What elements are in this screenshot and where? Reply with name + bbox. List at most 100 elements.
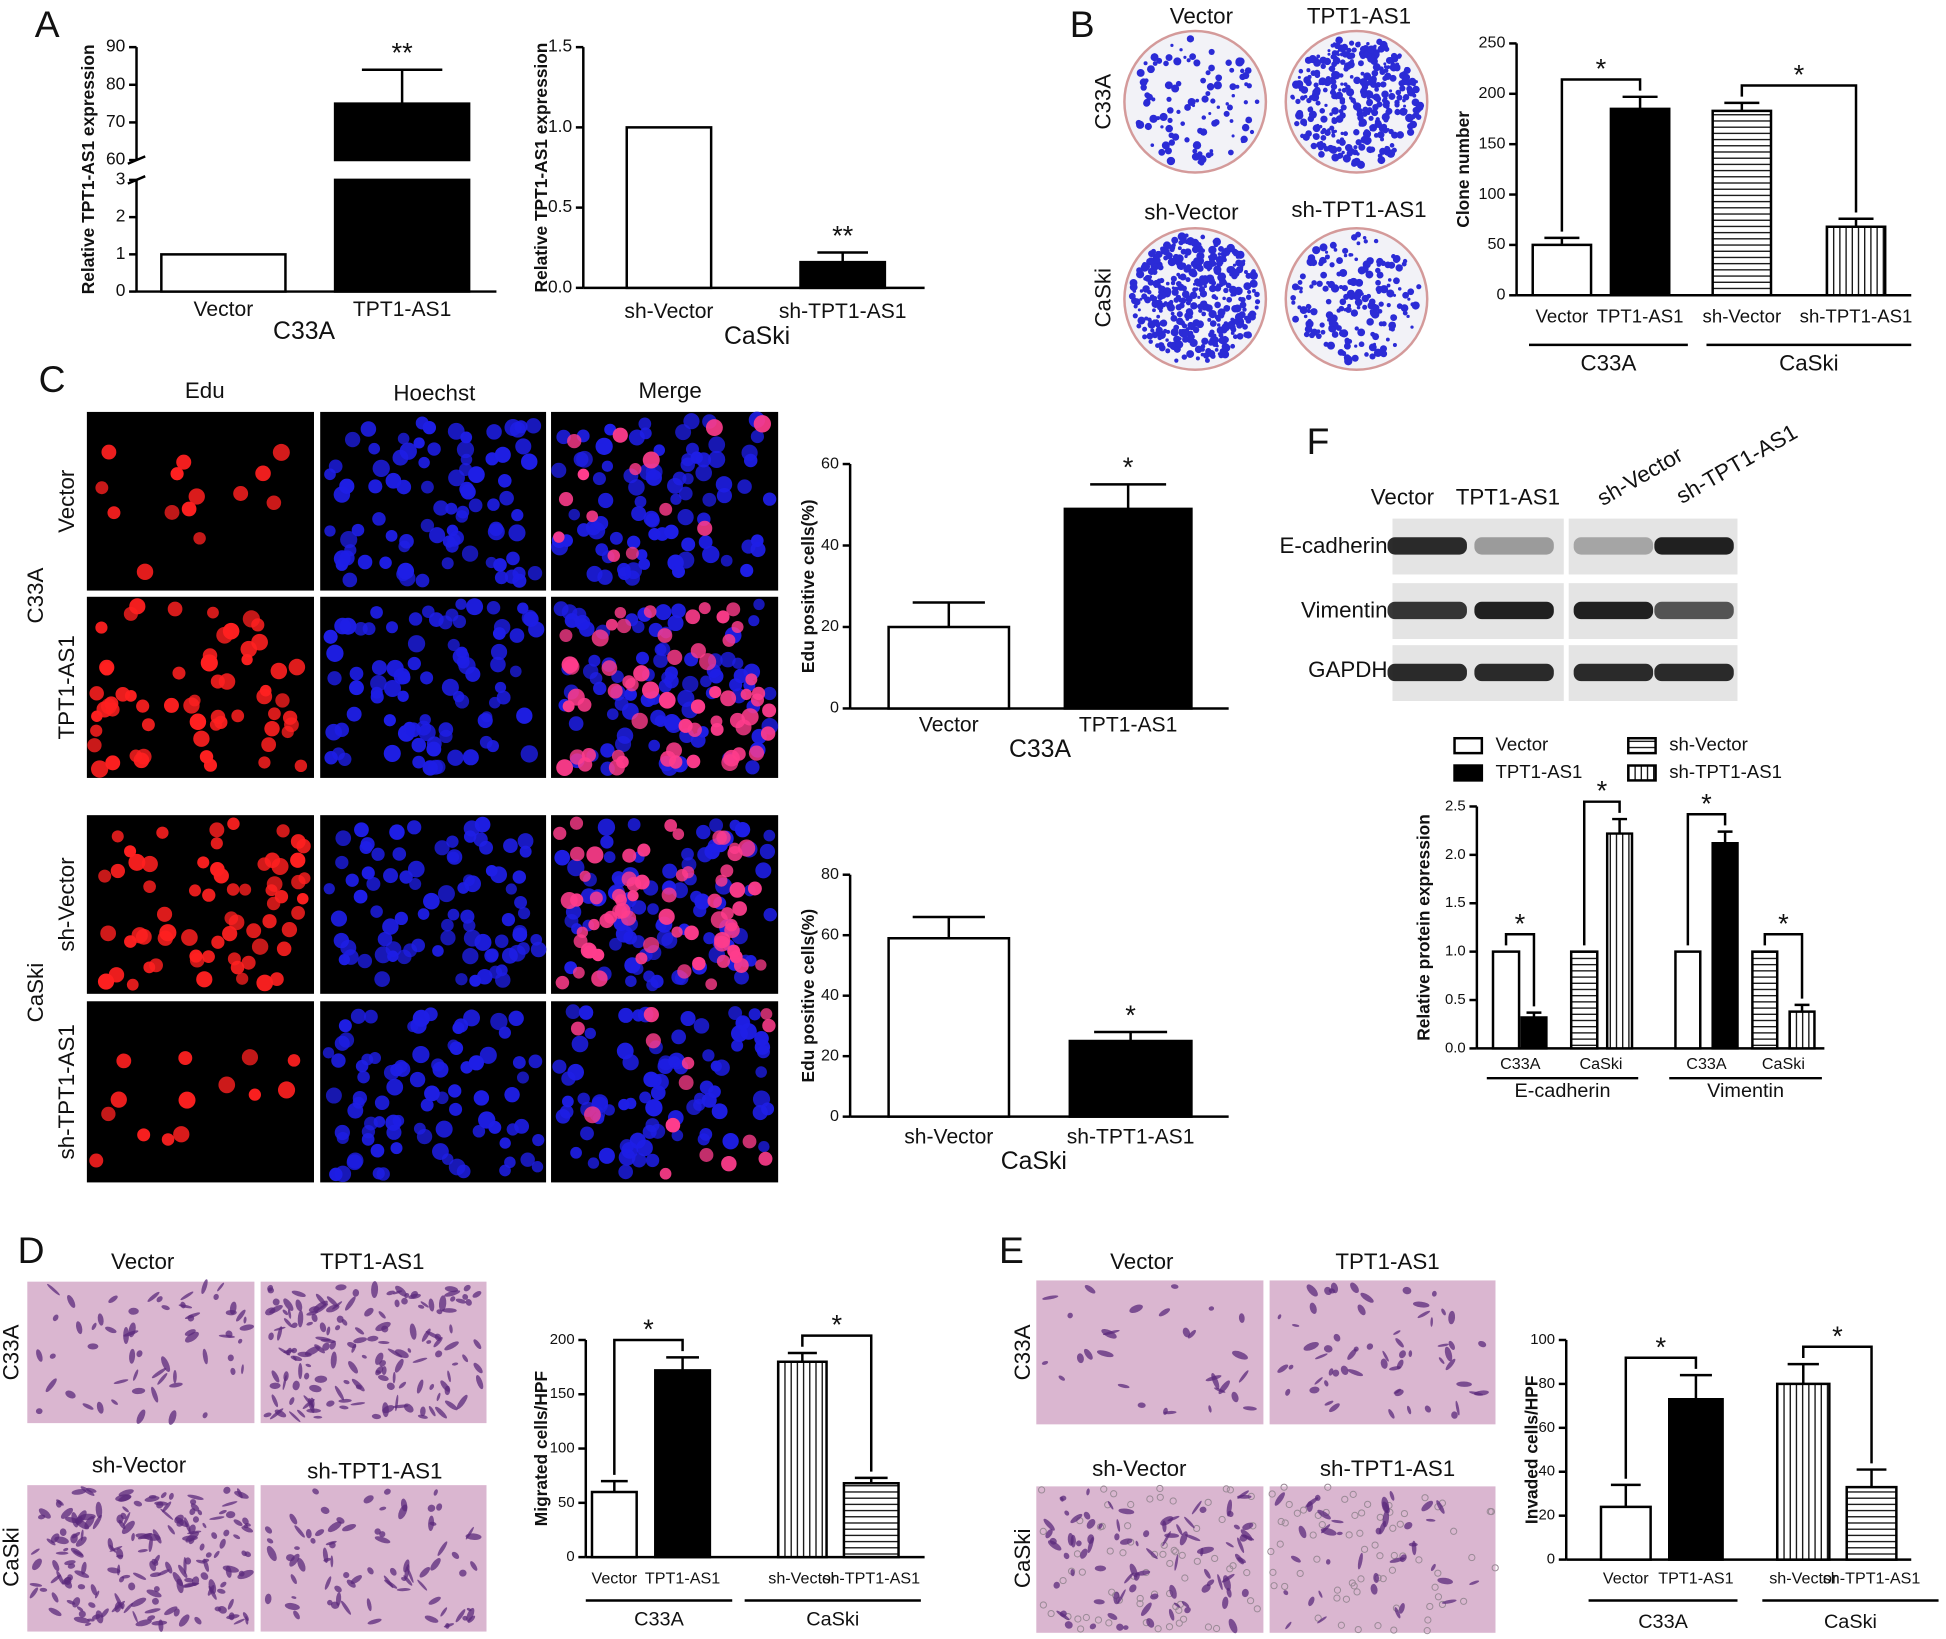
colony [1144, 78, 1149, 83]
cell [1448, 1340, 1455, 1350]
nucleus [625, 546, 639, 560]
colony [1305, 79, 1312, 87]
cell [1120, 1538, 1133, 1545]
nucleus [616, 727, 634, 744]
nucleus [383, 680, 402, 698]
pore [1059, 1576, 1067, 1585]
image-label: sh-Vector [54, 857, 79, 952]
bar [887, 625, 1011, 710]
nucleus [658, 679, 673, 693]
nucleus [415, 416, 429, 430]
pore [1175, 1619, 1183, 1627]
cell [295, 1299, 303, 1312]
nucleus [129, 598, 146, 615]
colony [1323, 57, 1332, 66]
cell [1174, 1554, 1179, 1571]
colony [1155, 326, 1163, 334]
nucleus [335, 855, 349, 870]
nucleus [512, 870, 527, 884]
nucleus [683, 413, 700, 430]
nucleus [515, 438, 532, 455]
pore [1268, 1490, 1276, 1498]
cell [1317, 1616, 1327, 1624]
cell [1366, 1343, 1374, 1350]
pore [1077, 1625, 1085, 1633]
colony [1402, 291, 1410, 299]
nucleus [189, 713, 207, 731]
colony [1317, 144, 1324, 151]
pore [1074, 1615, 1082, 1623]
colony [1241, 123, 1250, 132]
colony [1340, 59, 1346, 65]
nucleus [376, 1167, 390, 1181]
nucleus [633, 665, 650, 682]
nucleus [659, 1167, 672, 1180]
cell [1291, 1324, 1300, 1327]
cell [382, 1402, 389, 1418]
nucleus [621, 871, 637, 887]
pore [1374, 1622, 1382, 1630]
nucleus [747, 881, 762, 896]
colony [1232, 249, 1240, 257]
cell [1231, 1391, 1239, 1403]
nucleus [727, 845, 743, 862]
cell [200, 1572, 209, 1580]
x-tick-label: sh-TPT1-AS1 [1823, 1570, 1921, 1588]
cell [322, 1547, 329, 1564]
nucleus [242, 610, 260, 628]
nucleus [287, 1054, 301, 1067]
image-label: sh-TPT1-AS1 [1320, 1456, 1455, 1481]
nucleus [159, 924, 177, 942]
significance: * [1596, 53, 1607, 84]
cell [1399, 1603, 1405, 1614]
colony [1339, 298, 1347, 306]
colony [1338, 88, 1342, 92]
nucleus [390, 1142, 403, 1155]
nucleus [565, 1004, 581, 1020]
cell [165, 1561, 173, 1574]
nucleus [296, 838, 311, 854]
cell [46, 1538, 56, 1546]
nucleus [519, 845, 532, 858]
nucleus [361, 866, 375, 880]
colony [1377, 308, 1383, 314]
colony [1292, 80, 1301, 89]
image-label: Vector [1170, 3, 1234, 28]
cell [1228, 1618, 1238, 1634]
nucleus [600, 743, 615, 758]
cell [291, 1322, 298, 1329]
nucleus [110, 863, 125, 879]
pore [1281, 1582, 1289, 1591]
nucleus [658, 1055, 674, 1071]
bar [887, 936, 1011, 1118]
pore [1243, 1569, 1251, 1577]
colony [1186, 58, 1191, 63]
cell [306, 1321, 313, 1326]
nucleus [501, 912, 516, 927]
nucleus [420, 518, 435, 533]
nucleus [625, 975, 637, 987]
cell [1060, 1610, 1067, 1617]
y-tick-label: 150 [550, 1386, 575, 1402]
cell [420, 1301, 429, 1308]
nucleus [627, 890, 639, 902]
colony [1373, 342, 1377, 346]
colony [1388, 321, 1397, 330]
nucleus [463, 820, 481, 837]
cell [378, 1311, 386, 1319]
nucleus [338, 1019, 352, 1033]
cell [116, 1564, 121, 1576]
cell [151, 1620, 168, 1626]
pore [1181, 1574, 1189, 1582]
nucleus [760, 1008, 773, 1020]
x-tick-label: TPT1-AS1 [1597, 306, 1684, 327]
pore [1415, 1556, 1423, 1564]
cell [1402, 1286, 1412, 1295]
nucleus [638, 558, 651, 570]
cell [36, 1349, 43, 1362]
pore [1400, 1509, 1409, 1518]
nucleus [468, 466, 485, 483]
colony [1186, 350, 1195, 358]
cell [169, 1382, 183, 1388]
cell [451, 1551, 460, 1559]
